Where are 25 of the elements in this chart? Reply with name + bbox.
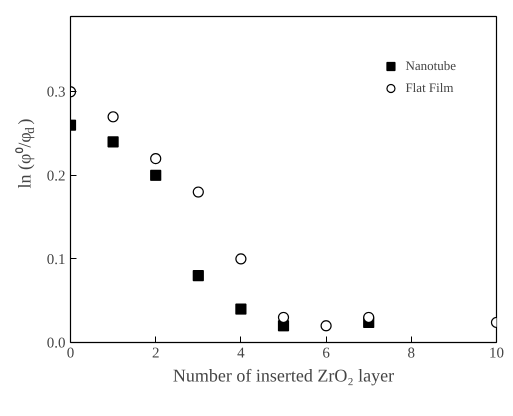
x-axis-title: Number of inserted ZrO₂ layer bbox=[172, 366, 394, 386]
point bbox=[150, 153, 162, 164]
x-tick-label: 10 bbox=[489, 346, 504, 362]
x-tick-label: 8 bbox=[408, 346, 416, 362]
y-tick-label: 0.0 bbox=[46, 336, 66, 352]
x-tick-label: 6 bbox=[322, 346, 330, 362]
x-tick-label: 0 bbox=[66, 346, 74, 362]
x-tick-label: 2 bbox=[152, 346, 160, 362]
point bbox=[108, 111, 119, 122]
x-tick-label: 4 bbox=[237, 346, 246, 362]
y-tick-label: 0.1 bbox=[46, 252, 66, 268]
point bbox=[192, 186, 204, 198]
point bbox=[235, 303, 246, 315]
point bbox=[192, 270, 204, 282]
legend-label: Flat Film bbox=[405, 80, 454, 96]
legend-label: Nanotube bbox=[405, 58, 456, 74]
y-axis-title: ln (φ⁰/φd) bbox=[14, 118, 37, 189]
point bbox=[108, 136, 119, 148]
point bbox=[278, 312, 290, 324]
point bbox=[320, 320, 332, 332]
y-tick-label: 0.3 bbox=[46, 84, 66, 101]
y-tick-label: 0.2 bbox=[46, 168, 66, 184]
point bbox=[363, 312, 374, 324]
point bbox=[235, 253, 246, 264]
point bbox=[150, 170, 162, 181]
